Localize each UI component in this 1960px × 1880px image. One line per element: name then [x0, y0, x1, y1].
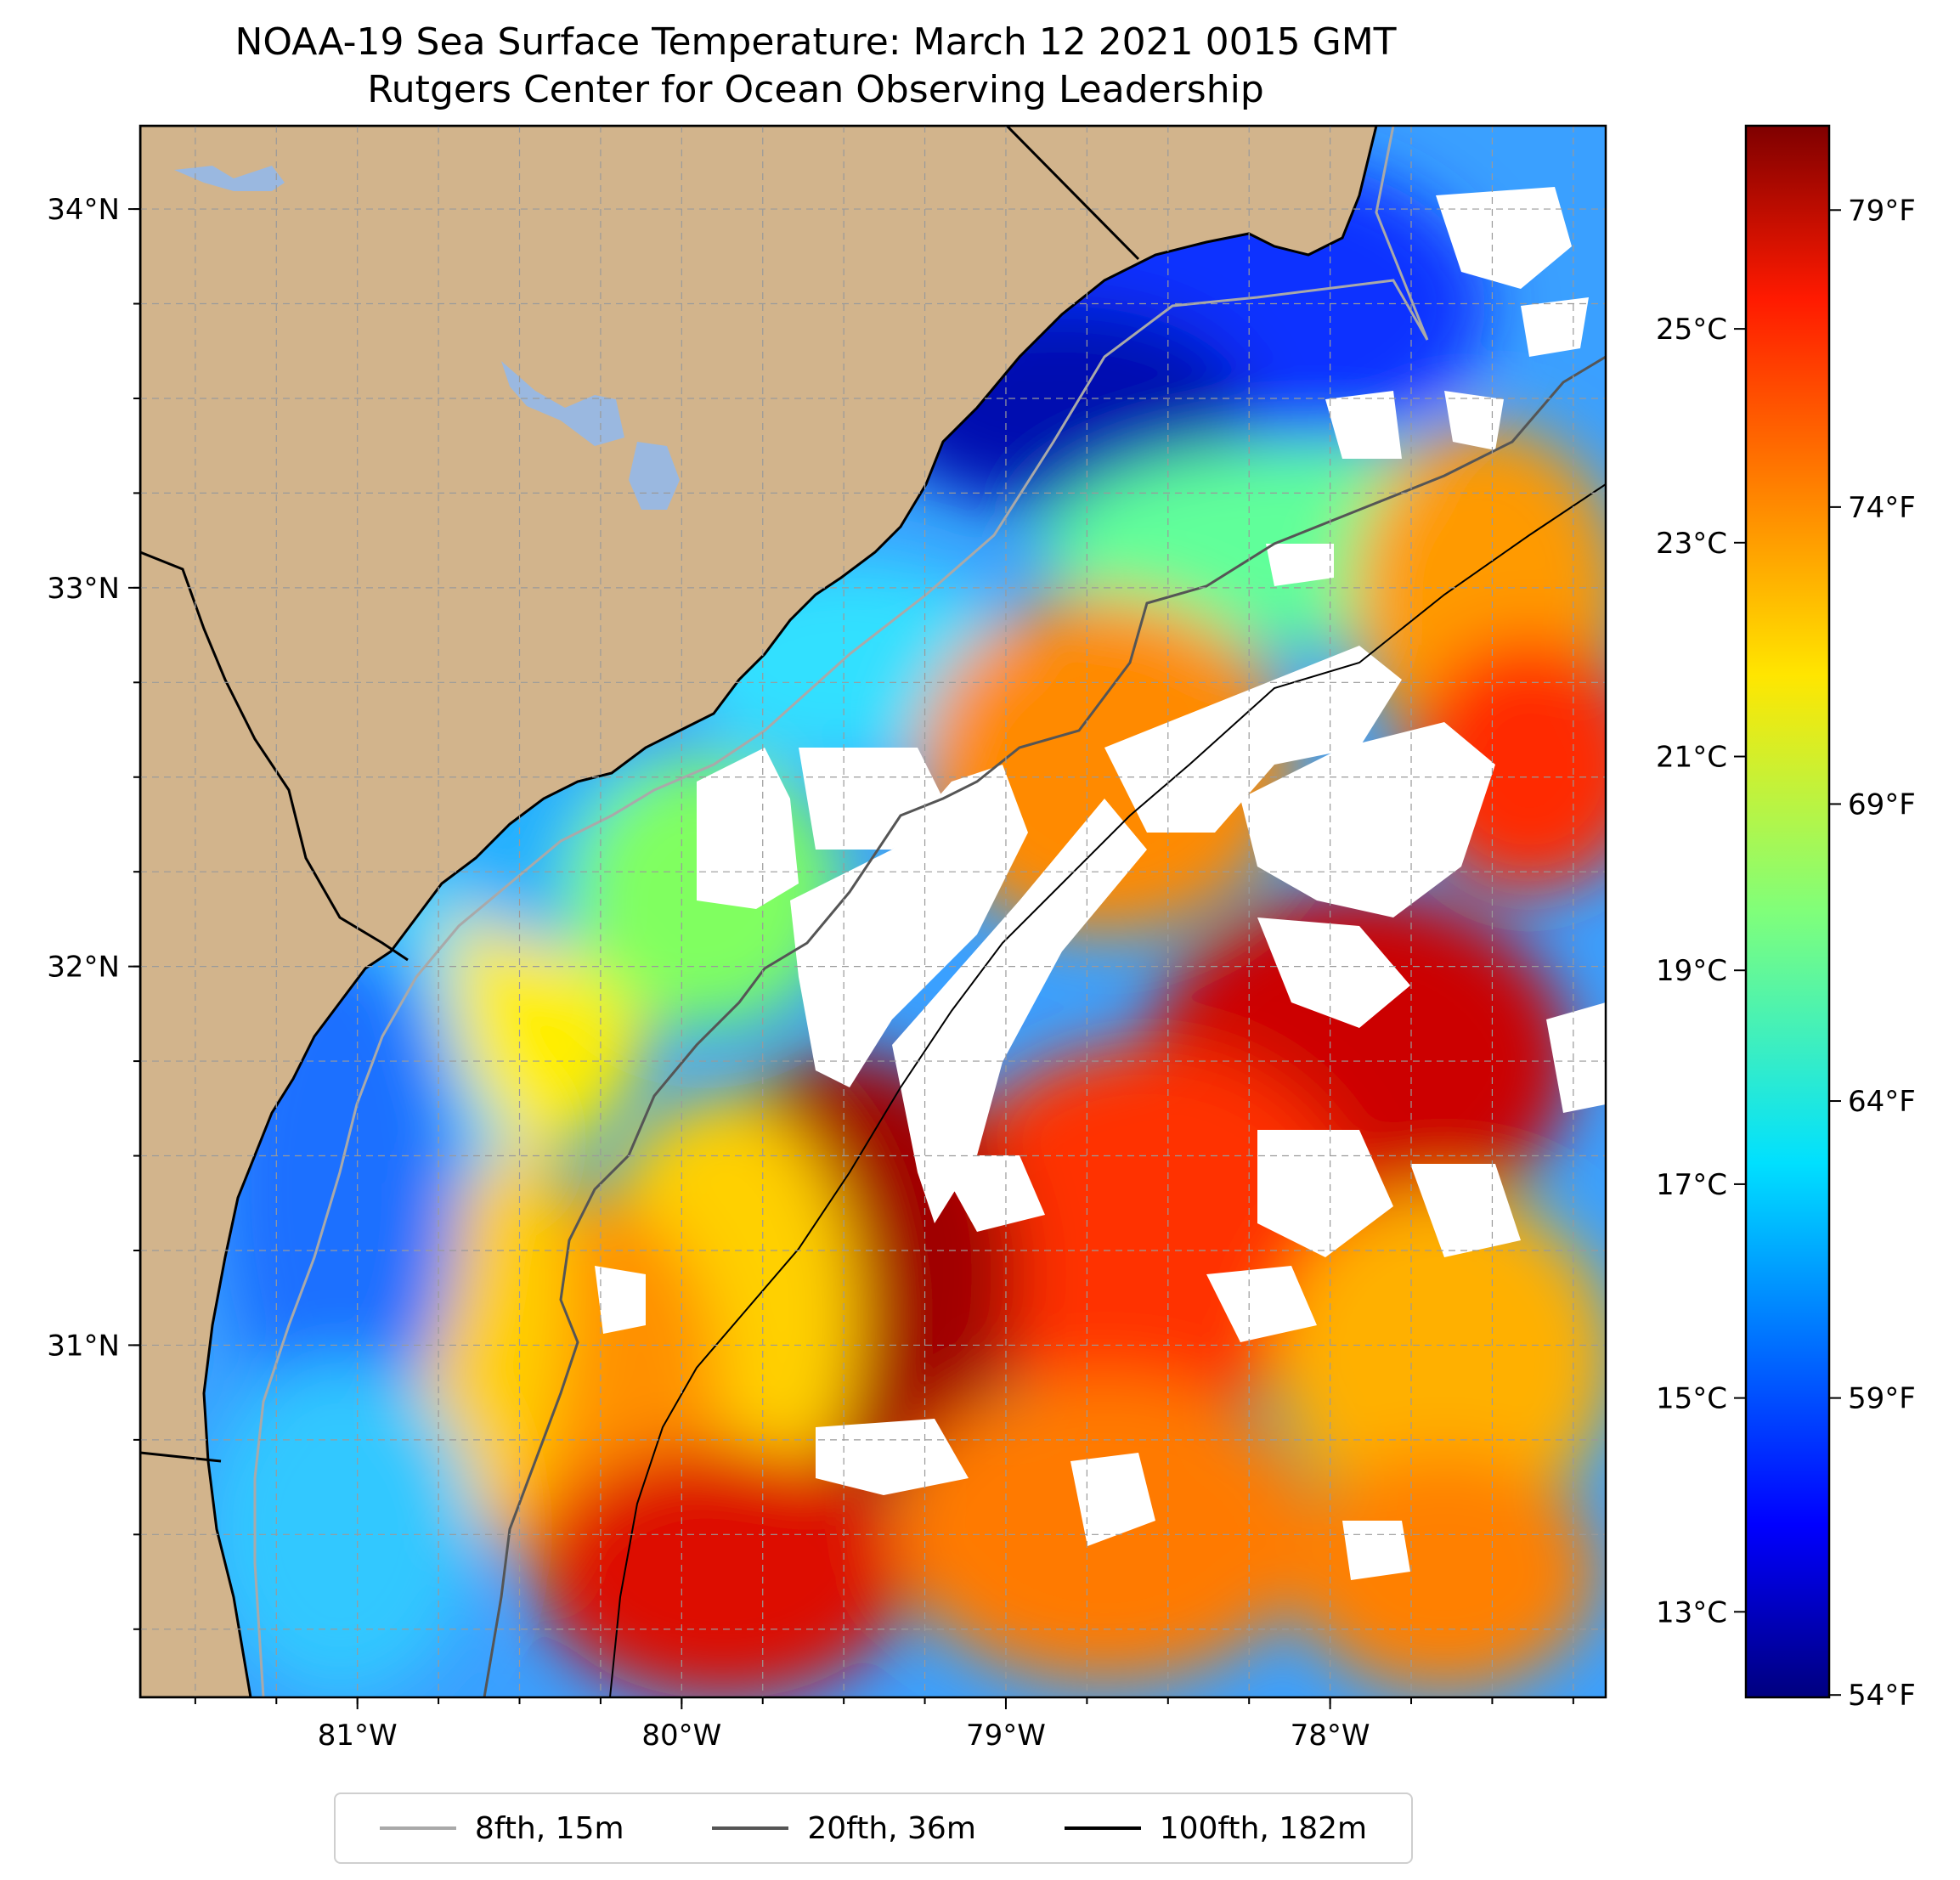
state-boundary-sc-ga: [140, 550, 409, 962]
fahrenheit-tick-label: 59°F: [1848, 1382, 1916, 1416]
isobath-100fth: [609, 483, 1606, 1697]
legend-entry-8fth: 8fth, 15m: [379, 1810, 624, 1846]
title-line-2: Rutgers Center for Ocean Observing Leade…: [367, 68, 1264, 111]
isobath-8fth: [253, 126, 1429, 1697]
colorbar-frame: [1744, 124, 1831, 1699]
celsius-tick-label: 13°C: [1656, 1595, 1727, 1629]
legend-swatch-8fth: [379, 1826, 456, 1830]
lon-tick-label: 80°W: [641, 1719, 721, 1753]
map-axis-ticks: 81°W 80°W 79°W 78°W 34°N 33°N 32°N 31°N: [47, 193, 1574, 1753]
land-mass: [140, 126, 1378, 1697]
lat-tick-label: 34°N: [47, 193, 120, 227]
isobath-legend: 8fth, 15m 20fth, 36m 100fth, 182m: [334, 1792, 1413, 1864]
legend-label-100fth: 100fth, 182m: [1159, 1810, 1368, 1846]
colorbar: 13°C 15°C 17°C 19°C 21°C 23°C 25°C 54°F 59°F 64°F…: [1656, 124, 1916, 1713]
fahrenheit-tick-label: 79°F: [1848, 194, 1916, 228]
no-data-regions: [595, 187, 1606, 1580]
legend-label-8fth: 8fth, 15m: [474, 1810, 624, 1846]
celsius-tick-label: 21°C: [1656, 741, 1727, 775]
lon-tick-label: 78°W: [1291, 1719, 1370, 1753]
celsius-tick-label: 25°C: [1656, 313, 1727, 347]
legend-label-20fth: 20fth, 36m: [807, 1810, 976, 1846]
celsius-tick-label: 15°C: [1656, 1382, 1727, 1416]
colorbar-gradient: [1746, 126, 1829, 1697]
lon-tick-label: 81°W: [318, 1719, 398, 1753]
lake-marion: [501, 361, 624, 446]
legend-swatch-100fth: [1064, 1826, 1141, 1830]
colorbar-ticks: 13°C 15°C 17°C 19°C 21°C 23°C 25°C 54°F 59°F 64°F…: [1656, 194, 1916, 1713]
title-line-1: NOAA-19 Sea Surface Temperature: March 1…: [234, 20, 1397, 64]
fahrenheit-tick-label: 64°F: [1848, 1085, 1916, 1119]
gridlines: [140, 126, 1606, 1697]
lat-tick-label: 31°N: [47, 1329, 120, 1363]
legend-entry-20fth: 20fth, 36m: [712, 1811, 976, 1846]
state-boundary-nc-sc: [1005, 126, 1140, 261]
legend-entry-100fth: 100fth, 182m: [1064, 1810, 1368, 1846]
isobath-20fth: [483, 355, 1606, 1697]
lake-north: [174, 166, 285, 191]
lon-tick-label: 79°W: [966, 1719, 1046, 1753]
fahrenheit-tick-label: 74°F: [1848, 491, 1916, 525]
celsius-tick-label: 23°C: [1656, 527, 1727, 561]
chart-title: NOAA-19 Sea Surface Temperature: March 1…: [136, 19, 1495, 114]
legend-swatch-20fth: [712, 1826, 789, 1830]
lat-tick-label: 32°N: [47, 951, 120, 985]
state-boundary-ga-fl: [140, 1451, 222, 1463]
fahrenheit-tick-label: 69°F: [1848, 788, 1916, 821]
map-area[interactable]: [140, 126, 1648, 1699]
lat-tick-label: 33°N: [47, 572, 120, 606]
map-frame: [138, 124, 1607, 1699]
celsius-tick-label: 19°C: [1656, 954, 1727, 988]
celsius-tick-label: 17°C: [1656, 1168, 1727, 1202]
fahrenheit-tick-label: 54°F: [1848, 1679, 1916, 1713]
